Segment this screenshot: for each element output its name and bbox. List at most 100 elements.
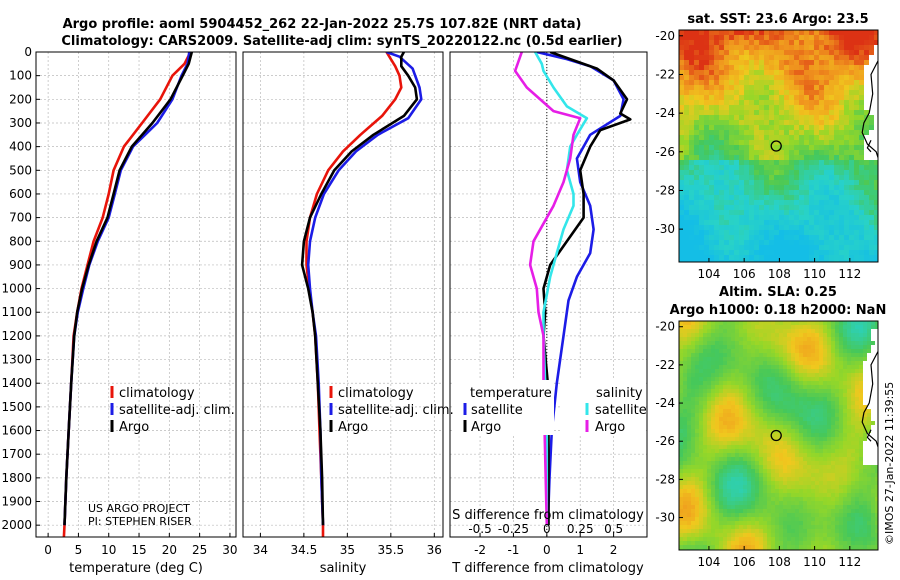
map-cell bbox=[743, 393, 748, 398]
map-cell bbox=[824, 70, 830, 76]
map-cell bbox=[767, 457, 772, 462]
map-cell bbox=[864, 60, 870, 66]
map-cell bbox=[754, 30, 760, 36]
map-cell bbox=[723, 493, 728, 498]
map-cell bbox=[834, 155, 840, 161]
map-cell bbox=[794, 160, 800, 166]
map-cell bbox=[679, 417, 684, 422]
map-cell bbox=[723, 425, 728, 430]
salinity-grid bbox=[243, 51, 443, 537]
map-cell bbox=[764, 65, 770, 71]
map-cell bbox=[695, 397, 700, 402]
map-cell bbox=[839, 200, 845, 206]
map-cell bbox=[764, 35, 770, 41]
map-cell bbox=[823, 477, 828, 482]
map-cell bbox=[791, 417, 796, 422]
map-cell bbox=[749, 125, 755, 131]
map-cell bbox=[707, 353, 712, 358]
map-cell bbox=[759, 220, 765, 226]
map-cell bbox=[731, 437, 736, 442]
map-cell bbox=[719, 405, 724, 410]
map-cell bbox=[854, 70, 860, 76]
temperature-tick-label: 0 bbox=[44, 543, 52, 557]
map-cell bbox=[723, 325, 728, 330]
map-cell bbox=[819, 90, 825, 96]
map-cell bbox=[744, 175, 750, 181]
map-cell bbox=[834, 65, 840, 71]
map-cell bbox=[767, 541, 772, 546]
map-cell bbox=[869, 55, 875, 61]
map-cell bbox=[703, 333, 708, 338]
map-cell bbox=[691, 357, 696, 362]
map-cell bbox=[819, 469, 824, 474]
map-cell bbox=[727, 361, 732, 366]
map-cell bbox=[839, 525, 844, 530]
map-cell bbox=[855, 481, 860, 486]
map-cell bbox=[823, 517, 828, 522]
map-cell bbox=[751, 361, 756, 366]
map-cell bbox=[814, 120, 820, 126]
map-cell bbox=[859, 70, 865, 76]
map-cell bbox=[754, 245, 760, 251]
map-cell bbox=[839, 230, 845, 236]
map-cell bbox=[851, 497, 856, 502]
map-cell bbox=[707, 437, 712, 442]
map-cell bbox=[795, 433, 800, 438]
map-cell bbox=[863, 505, 868, 510]
map-cell bbox=[759, 85, 765, 91]
map-cell bbox=[829, 50, 835, 56]
map-cell bbox=[804, 135, 810, 141]
map-cell bbox=[691, 533, 696, 538]
map-cell bbox=[799, 413, 804, 418]
map-cell bbox=[759, 45, 765, 51]
map-cell bbox=[723, 381, 728, 386]
map-cell bbox=[851, 421, 856, 426]
map-cell bbox=[779, 501, 784, 506]
map-cell bbox=[755, 461, 760, 466]
map-cell bbox=[791, 521, 796, 526]
map-cell bbox=[703, 377, 708, 382]
map-cell bbox=[763, 525, 768, 530]
map-cell bbox=[704, 225, 710, 231]
map-cell bbox=[707, 401, 712, 406]
map-cell bbox=[839, 90, 845, 96]
map-cell bbox=[851, 453, 856, 458]
map-cell bbox=[807, 365, 812, 370]
map-cell bbox=[703, 337, 708, 342]
map-cell bbox=[699, 413, 704, 418]
map-cell bbox=[843, 417, 848, 422]
map-cell bbox=[864, 50, 870, 56]
map-cell bbox=[864, 215, 870, 221]
map-cell bbox=[729, 195, 735, 201]
map-cell bbox=[719, 345, 724, 350]
map-cell bbox=[803, 529, 808, 534]
map-cell bbox=[779, 200, 785, 206]
map-cell bbox=[814, 95, 820, 101]
map-cell bbox=[854, 75, 860, 81]
map-cell bbox=[709, 40, 715, 46]
map-cell bbox=[744, 65, 750, 71]
map-cell bbox=[847, 333, 852, 338]
map-cell bbox=[711, 449, 716, 454]
map-cell bbox=[851, 413, 856, 418]
map-cell bbox=[809, 145, 815, 151]
map-cell bbox=[779, 170, 785, 176]
map-cell bbox=[763, 437, 768, 442]
map-cell bbox=[827, 461, 832, 466]
map-cell bbox=[739, 245, 745, 251]
map-cell bbox=[874, 215, 879, 221]
map-cell bbox=[759, 489, 764, 494]
map-cell bbox=[791, 333, 796, 338]
map-cell bbox=[695, 493, 700, 498]
map-cell bbox=[739, 465, 744, 470]
map-cell bbox=[807, 357, 812, 362]
map-cell bbox=[731, 521, 736, 526]
map-cell bbox=[747, 441, 752, 446]
map-cell bbox=[799, 210, 805, 216]
map-cell bbox=[814, 40, 820, 46]
map-cell bbox=[855, 485, 860, 490]
map-cell bbox=[839, 150, 845, 156]
map-cell bbox=[787, 433, 792, 438]
map-cell bbox=[871, 485, 876, 490]
map-cell bbox=[869, 90, 875, 96]
